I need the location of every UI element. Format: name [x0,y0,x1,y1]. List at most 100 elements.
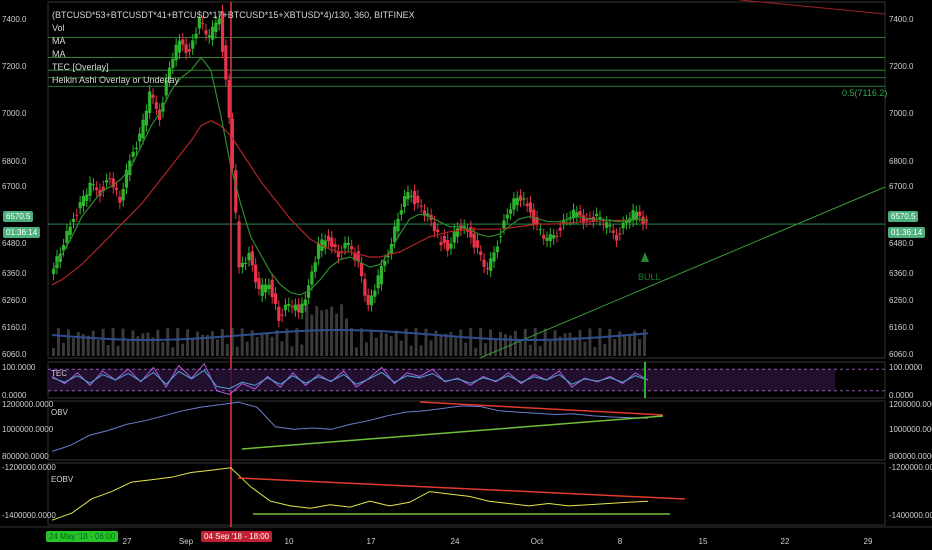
volume-bar [414,328,418,356]
candle-body [499,236,503,238]
volume-bar [235,346,239,356]
candle-body [260,284,264,296]
y-tick-left: 6800.0 [2,157,27,166]
candle-body [634,211,639,219]
legend-tec[interactable]: TEC [Overlay] [52,62,109,72]
candle-body [214,22,218,32]
fib-label: 0.5(7116.2) [842,88,888,98]
legend-vol[interactable]: Vol [52,23,65,33]
volume-bar [210,331,214,356]
volume-bar [56,328,60,356]
x-cursor-tag: 04 Sep '18 - 18:00 [201,531,273,542]
volume-bar [449,332,453,356]
candle-body [482,259,486,267]
volume-bar [275,330,279,356]
candle-body [419,205,423,207]
candle-body [558,227,562,231]
candle-body [61,245,66,251]
volume-bar [489,329,493,356]
volume-bar [345,318,349,356]
candle-body [247,252,251,261]
volume-bar [439,335,443,356]
x-tick: 27 [122,537,132,546]
volume-bar [638,339,642,356]
volume-bar [633,331,637,356]
candle-body [234,170,238,213]
volume-bar [643,329,647,356]
y-tick-right: 7200.0 [889,62,914,71]
candle-body [571,209,576,219]
pane-frame [47,400,886,461]
candle-body [469,226,473,238]
y-tick-right: 100.0000 [889,363,923,372]
legend-ma-1[interactable]: MA [52,36,66,46]
candle-body [164,80,168,96]
candle-body [366,294,370,305]
candle-body [118,196,122,203]
y-tick-left: 6160.0 [2,323,27,332]
volume-bar [81,334,85,356]
volume-bar [66,329,70,356]
volume-bar [176,328,180,356]
candle-body [538,229,542,231]
volume-ma-line [51,328,649,342]
volume-bar [335,313,339,356]
volume-bar [454,337,458,356]
volume-bar [111,328,115,356]
y-tick-right: 7400.0 [889,15,914,24]
volume-bar [136,336,140,356]
x-tick: 17 [366,537,376,546]
x-tick: 29 [863,537,873,546]
candle-body [379,265,384,285]
candle-body [552,235,556,239]
x-tick: Oct [530,537,544,546]
volume-bar [359,328,363,356]
volume-bar [603,343,607,356]
candle-body [336,250,341,258]
volume-bar [379,332,383,356]
candle-body [290,306,294,308]
candle-body [65,230,69,243]
candle-body [263,284,268,293]
y-tick-right: 1200000.0000 [889,400,932,409]
candle-body [601,223,605,225]
volume-bar [325,309,329,356]
candle-body [416,195,420,203]
volume-bar [186,329,190,356]
volume-bar [538,346,542,356]
volume-bar [588,328,592,356]
candle-body [595,213,599,217]
candle-body [644,221,648,223]
volume-bar [533,328,537,356]
candle-body [479,251,483,255]
volume-bar [593,346,597,356]
y-tick-left: 7200.0 [2,62,27,71]
candle-body [575,212,579,218]
candle-body [581,215,586,224]
volume-bar [285,328,289,356]
trendline-green-rising [479,186,886,359]
candle-body [303,299,307,306]
candle-body [449,243,453,249]
y-tick-left: 0.0000 [2,391,27,400]
candle-body [52,268,56,274]
volume-bar [469,328,473,356]
candle-body [287,303,291,306]
candle-body [406,191,410,200]
volume-bar [404,328,408,356]
candle-body [456,228,460,237]
candle-body [316,243,321,260]
candle-body [621,222,625,229]
candle-body [518,195,523,201]
candle-body [250,251,254,266]
candle-body [300,303,304,314]
candle-body [502,220,506,228]
candle-body [114,187,119,191]
candle-body [618,233,622,235]
legend-heikin-ashi[interactable]: Heikin Ashi Overlay or Underlay [52,75,180,85]
candle-body [399,210,403,215]
candle-body [545,237,549,241]
legend-ma-2[interactable]: MA [52,49,66,59]
y-tick-left: 7400.0 [2,15,27,24]
